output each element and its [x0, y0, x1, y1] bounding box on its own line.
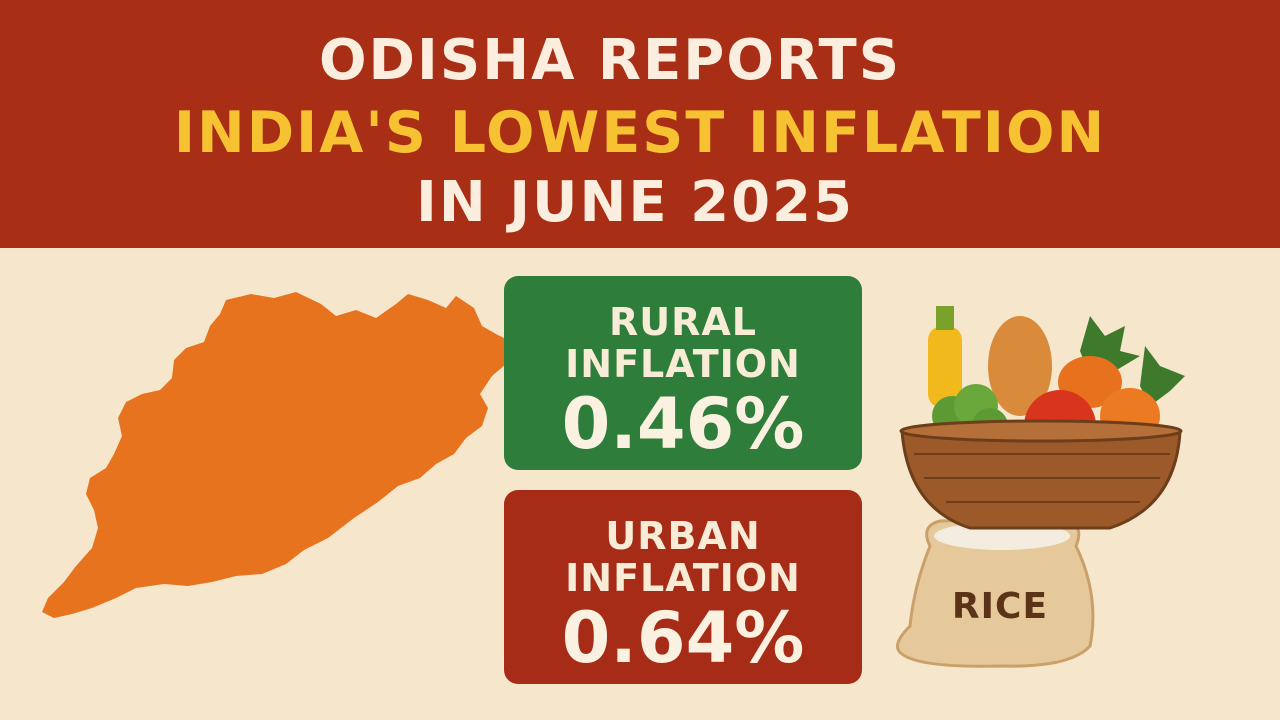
- urban-inflation-value: 0.64%: [561, 597, 805, 679]
- urban-label-line-2: INFLATION: [565, 556, 801, 600]
- rice-sack-label: RICE: [951, 586, 1049, 627]
- urban-label-line-1: URBAN: [605, 514, 761, 558]
- urban-inflation-card: URBAN INFLATION 0.64%: [504, 490, 862, 684]
- rice-sack-icon: [896, 516, 1095, 668]
- rural-inflation-value: 0.46%: [561, 383, 805, 465]
- rural-label-line-1: RURAL: [608, 300, 757, 344]
- title-banner: ODISHA REPORTS INDIA'S LOWEST INFLATION …: [0, 0, 1280, 248]
- rural-inflation-card: RURAL INFLATION 0.46%: [504, 276, 862, 470]
- groceries-illustration: [896, 306, 1185, 668]
- rural-label-line-2: INFLATION: [565, 342, 801, 386]
- headline-line-3: IN JUNE 2025: [416, 170, 854, 235]
- vegetable-basket-icon: [899, 306, 1185, 530]
- odisha-map: [42, 292, 524, 618]
- headline-line-1: ODISHA REPORTS: [318, 28, 902, 93]
- headline-line-2: INDIA'S LOWEST INFLATION: [173, 100, 1107, 166]
